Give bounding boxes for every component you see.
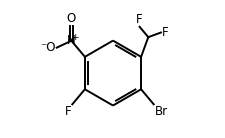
Text: N: N xyxy=(67,34,75,47)
Text: F: F xyxy=(162,26,168,39)
Text: F: F xyxy=(64,105,71,118)
Text: +: + xyxy=(70,33,78,42)
Text: O: O xyxy=(67,12,76,25)
Text: ⁻O: ⁻O xyxy=(40,41,55,54)
Text: Br: Br xyxy=(154,105,167,118)
Text: F: F xyxy=(136,13,142,26)
